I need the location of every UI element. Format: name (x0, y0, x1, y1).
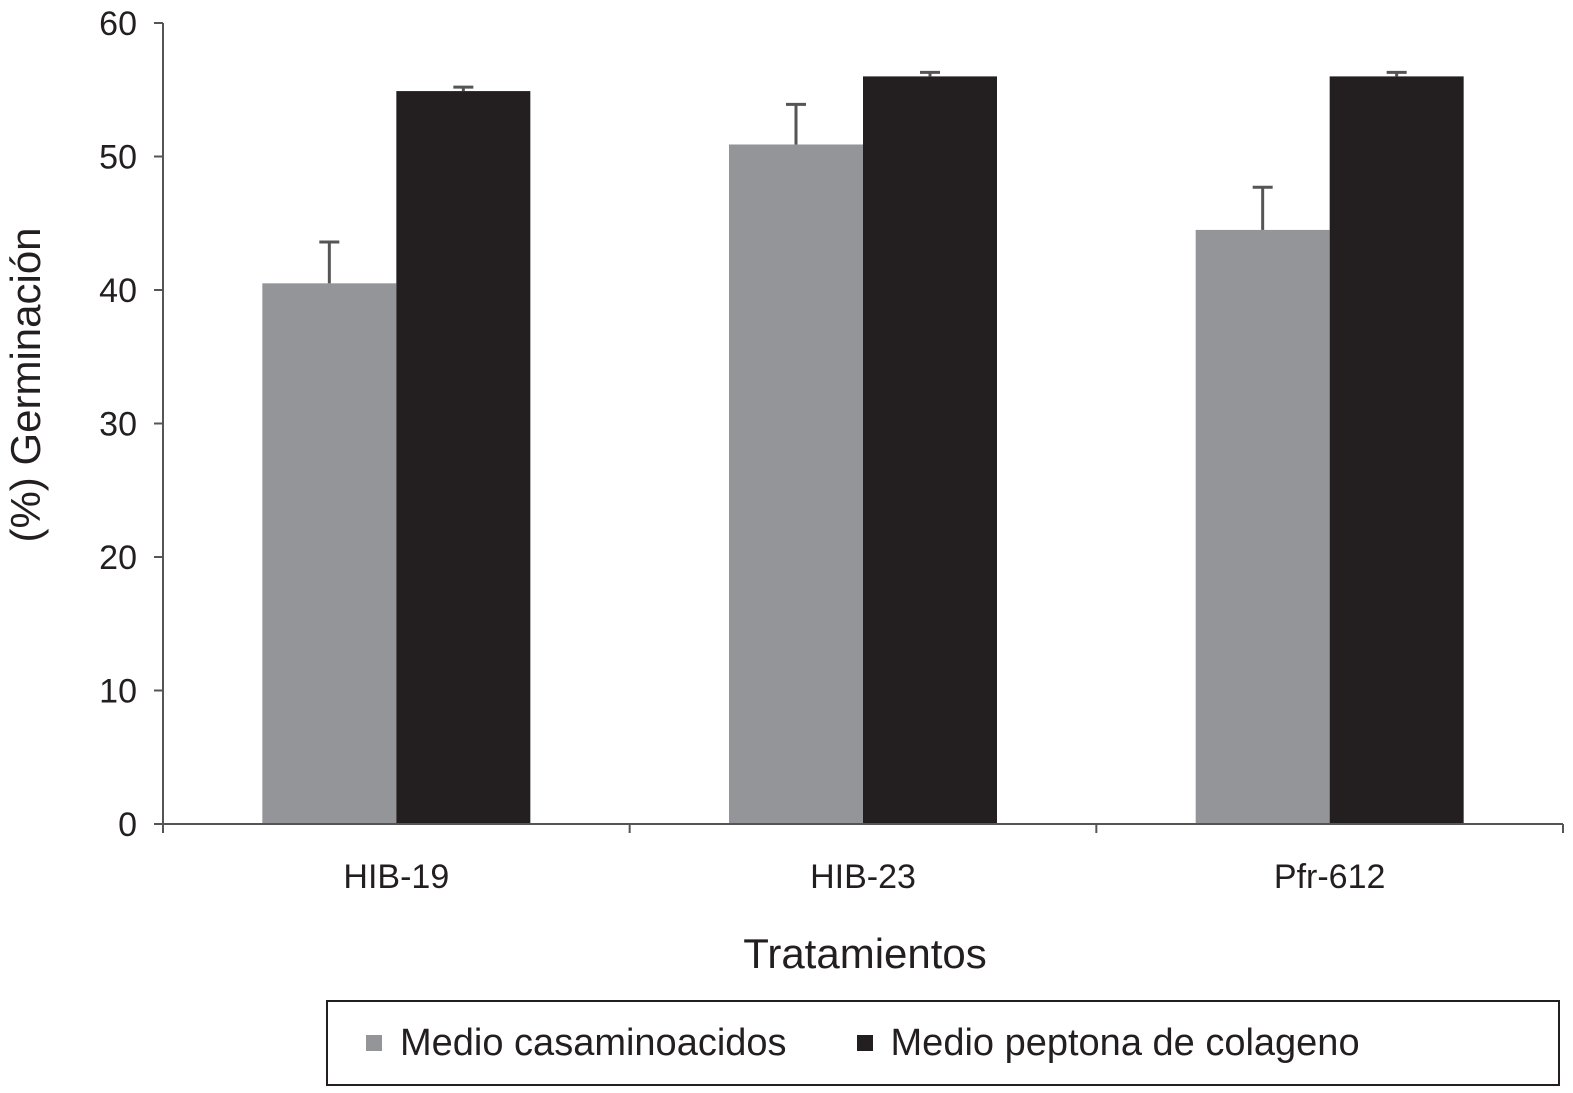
bar-hib-23-s1 (863, 76, 997, 824)
legend-item-peptona: Medio peptona de colageno (856, 1021, 1360, 1065)
x-tick-label: HIB-23 (810, 858, 916, 896)
x-axis-label: Tratamientos (743, 930, 987, 977)
y-tick-label: 20 (99, 539, 137, 577)
x-tick-label: HIB-19 (343, 858, 449, 896)
y-tick-label: 0 (118, 806, 137, 844)
legend: Medio casaminoacidos Medio peptona de co… (326, 1000, 1560, 1086)
y-tick-label: 50 (99, 139, 137, 177)
bar-pfr-612-s1 (1329, 76, 1464, 824)
legend-swatch (366, 1035, 382, 1051)
bar-pfr-612-s0 (1195, 229, 1330, 825)
legend-label: Medio casaminoacidos (400, 1021, 787, 1064)
bar-chart: 0 10 20 30 40 50 60 HIB-19 HIB-23 Pfr-612 (%) Ge… (2, 5, 1564, 977)
bar-hib-23-s0 (729, 144, 863, 825)
bar-hib-19-s0 (262, 283, 397, 824)
legend-label: Medio peptona de colageno (890, 1021, 1360, 1064)
bar-hib-19-s1 (396, 91, 531, 824)
legend-item-casaminoacidos: Medio casaminoacidos (366, 1022, 787, 1065)
x-tick-label: Pfr-612 (1274, 858, 1386, 896)
y-tick-label: 60 (99, 5, 137, 43)
y-axis-label: (%) Germinación (2, 227, 49, 542)
y-tick-label: 30 (99, 406, 137, 444)
y-tick-label: 10 (99, 673, 137, 711)
legend-swatch (856, 1035, 873, 1051)
y-tick-label: 40 (99, 272, 137, 310)
